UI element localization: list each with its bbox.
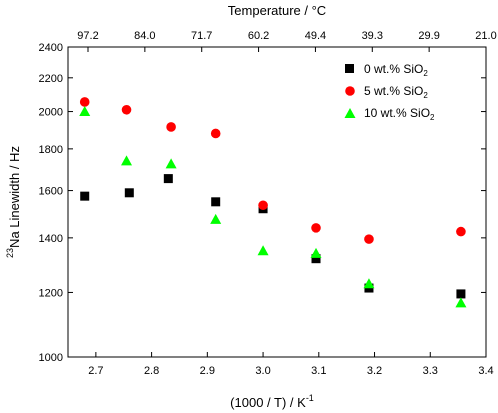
legend-label-1: 5 wt.% SiO2 bbox=[364, 84, 428, 100]
legend-label-0-name: 0 wt.% SiO bbox=[364, 62, 423, 76]
x-axis-title: (1000 / T) / K-1 bbox=[230, 393, 314, 410]
point-series-1 bbox=[121, 104, 132, 115]
point-series-2 bbox=[363, 278, 375, 289]
y-axis-title-isotope: 23 bbox=[5, 248, 15, 258]
y-tick-label: 1600 bbox=[39, 186, 63, 198]
legend: 0 wt.% SiO2 5 wt.% SiO2 10 wt.% SiO2 bbox=[344, 62, 435, 122]
point-series-2 bbox=[121, 155, 133, 166]
top-tick-label: 39.3 bbox=[362, 30, 383, 42]
point-series-2 bbox=[310, 247, 322, 258]
point-series-2 bbox=[165, 158, 177, 169]
tick-labels: 2.7 2.8 2.9 3.0 3.1 3.2 3.3 3.4 97.2 84.0 71.7 60.2… bbox=[39, 30, 497, 377]
point-series-0 bbox=[80, 191, 90, 201]
top-tick-label: 71.7 bbox=[191, 30, 212, 42]
point-series-0 bbox=[211, 197, 221, 207]
legend-label-2-sub: 2 bbox=[430, 113, 435, 122]
point-series-1 bbox=[210, 128, 221, 139]
legend-label-1-name: 5 wt.% SiO bbox=[364, 84, 423, 98]
y-tick-label: 1000 bbox=[39, 352, 63, 364]
y-axis-title-main: Na Linewidth / Hz bbox=[7, 146, 22, 248]
top-tick-label: 97.2 bbox=[77, 30, 98, 42]
y-tick-label: 2200 bbox=[39, 73, 63, 85]
x-tick-label: 3.2 bbox=[367, 365, 382, 377]
legend-marker-circle bbox=[345, 86, 355, 96]
legend-label-0: 0 wt.% SiO2 bbox=[364, 62, 428, 78]
point-series-2 bbox=[257, 245, 269, 256]
legend-marker-square bbox=[345, 64, 354, 73]
point-series-1 bbox=[166, 122, 176, 132]
y-tick-label: 1800 bbox=[39, 144, 63, 156]
top-axis-title: Temperature / °C bbox=[228, 3, 326, 18]
x-tick-label: 3.0 bbox=[255, 365, 270, 377]
legend-label-1-sub: 2 bbox=[423, 91, 428, 100]
y-tick-label: 1200 bbox=[39, 287, 63, 299]
top-tick-label: 49.4 bbox=[305, 30, 326, 42]
top-tick-label: 60.2 bbox=[248, 30, 269, 42]
y-tick-label: 1400 bbox=[39, 233, 63, 245]
x-tick-label: 3.3 bbox=[423, 365, 438, 377]
point-series-2 bbox=[210, 213, 222, 224]
point-series-0 bbox=[311, 254, 321, 264]
plot-frame bbox=[67, 46, 487, 358]
legend-marker-triangle bbox=[344, 108, 356, 118]
x-axis-title-main: (1000 / T) / K bbox=[230, 395, 306, 410]
point-series-1 bbox=[258, 200, 268, 211]
top-tick-label: 21.0 bbox=[475, 30, 496, 42]
point-series-1 bbox=[79, 97, 90, 107]
y-tick-label: 2400 bbox=[39, 42, 63, 54]
point-series-0 bbox=[163, 174, 173, 184]
top-tick-label: 84.0 bbox=[134, 30, 155, 42]
legend-label-0-sub: 2 bbox=[423, 69, 428, 78]
x-tick-label: 2.8 bbox=[144, 365, 159, 377]
legend-label-2-name: 10 wt.% SiO bbox=[364, 106, 430, 120]
point-series-0 bbox=[124, 188, 134, 198]
x-tick-label: 2.7 bbox=[88, 365, 103, 377]
y-tick-label: 2000 bbox=[39, 107, 63, 119]
point-series-0 bbox=[456, 289, 466, 299]
x-tick-label: 2.9 bbox=[200, 365, 215, 377]
point-series-2 bbox=[79, 106, 91, 117]
point-series-2 bbox=[455, 297, 467, 308]
point-series-1 bbox=[456, 226, 466, 237]
x-tick-label: 3.1 bbox=[311, 365, 326, 377]
x-tick-label: 3.4 bbox=[478, 365, 493, 377]
x-axis-title-exponent: -1 bbox=[306, 393, 314, 403]
point-series-1 bbox=[311, 223, 321, 233]
legend-label-2: 10 wt.% SiO2 bbox=[364, 106, 435, 122]
y-axis-title: 23Na Linewidth / Hz bbox=[5, 146, 22, 258]
point-series-1 bbox=[364, 234, 374, 244]
top-tick-label: 29.9 bbox=[418, 30, 439, 42]
data-marks bbox=[79, 97, 467, 308]
